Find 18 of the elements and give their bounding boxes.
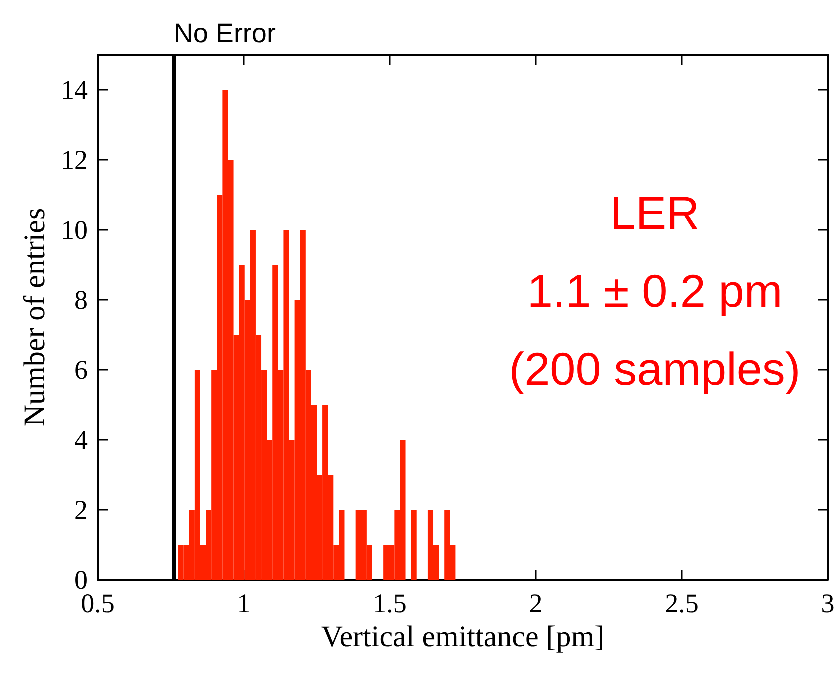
annotation: (200 samples) (509, 343, 801, 395)
y-tick-label: 8 (74, 285, 88, 315)
y-tick-label: 6 (74, 355, 88, 385)
y-tick-label: 10 (61, 215, 88, 245)
x-tick-label: 2 (529, 588, 543, 618)
annotation: 1.1 ± 0.2 pm (527, 265, 783, 317)
x-axis-title: Vertical emittance [pm] (321, 620, 605, 654)
y-tick-label: 12 (61, 145, 88, 175)
annotation: LER (610, 187, 700, 239)
x-tick-label: 2.5 (665, 588, 699, 618)
x-tick-label: 1 (237, 588, 251, 618)
x-tick-label: 1.5 (373, 588, 407, 618)
y-tick-label: 4 (74, 425, 88, 455)
x-tick-label: 3 (821, 588, 835, 618)
ref-line-label: No Error (174, 18, 276, 48)
y-tick-label: 14 (61, 75, 88, 105)
y-axis-title: Number of entries (18, 208, 52, 427)
y-tick-label: 2 (74, 495, 88, 525)
